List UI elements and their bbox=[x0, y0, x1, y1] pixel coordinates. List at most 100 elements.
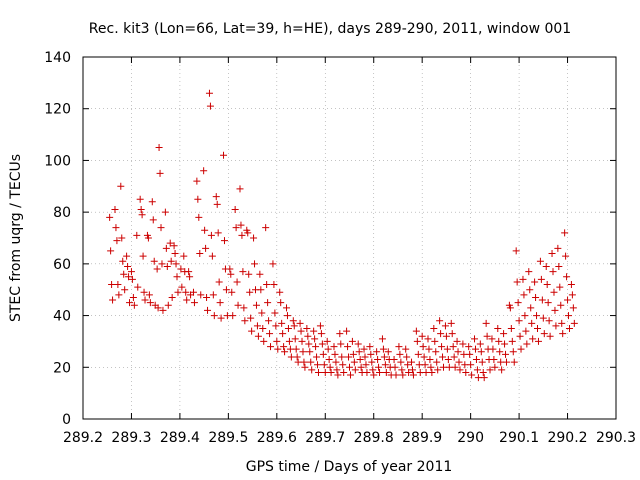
data-point bbox=[155, 144, 163, 151]
data-point bbox=[565, 325, 573, 332]
y-axis-label: STEC from uqrg / TECUs bbox=[8, 154, 24, 322]
data-point bbox=[546, 332, 554, 340]
data-point bbox=[279, 330, 287, 338]
data-point bbox=[113, 237, 121, 245]
data-point bbox=[194, 195, 202, 203]
data-point bbox=[539, 314, 547, 322]
data-point bbox=[498, 366, 506, 374]
data-point bbox=[558, 319, 566, 327]
data-point bbox=[236, 185, 244, 193]
data-point bbox=[549, 268, 557, 276]
data-point bbox=[490, 356, 498, 364]
data-point bbox=[291, 335, 299, 343]
data-point bbox=[374, 356, 382, 364]
data-point bbox=[263, 281, 271, 289]
data-point bbox=[494, 325, 502, 332]
data-point bbox=[171, 250, 179, 258]
data-point bbox=[222, 286, 230, 294]
data-point bbox=[397, 358, 405, 366]
data-point bbox=[214, 229, 222, 237]
x-tick-label: 290.2 bbox=[547, 430, 587, 446]
data-point bbox=[289, 317, 297, 325]
data-point bbox=[238, 231, 246, 239]
data-point bbox=[390, 356, 398, 364]
data-point bbox=[133, 231, 141, 239]
data-point bbox=[419, 343, 427, 351]
data-point bbox=[130, 301, 138, 309]
data-point bbox=[426, 356, 434, 364]
data-point bbox=[228, 288, 236, 296]
data-point bbox=[563, 273, 571, 281]
data-point bbox=[266, 330, 274, 338]
data-point bbox=[278, 319, 286, 327]
data-point bbox=[414, 350, 422, 358]
data-point bbox=[280, 343, 288, 351]
data-point bbox=[123, 252, 131, 260]
data-point bbox=[569, 304, 577, 312]
data-point bbox=[404, 361, 412, 369]
data-point bbox=[305, 340, 313, 348]
data-point bbox=[324, 345, 332, 353]
data-point bbox=[307, 358, 315, 366]
data-point bbox=[178, 283, 186, 291]
data-point bbox=[534, 337, 542, 345]
data-point bbox=[320, 361, 328, 369]
data-point bbox=[127, 268, 135, 276]
data-point bbox=[441, 322, 449, 330]
data-point bbox=[545, 317, 553, 325]
data-point bbox=[479, 368, 487, 376]
data-point bbox=[250, 234, 258, 242]
data-point bbox=[506, 304, 514, 312]
data-point bbox=[454, 348, 462, 356]
x-tick-label: 289.4 bbox=[160, 430, 200, 446]
data-point bbox=[442, 332, 450, 340]
data-point bbox=[293, 353, 301, 361]
data-point bbox=[516, 332, 524, 340]
data-point bbox=[202, 244, 210, 252]
data-point bbox=[314, 361, 322, 369]
data-point bbox=[379, 345, 387, 353]
data-point bbox=[552, 322, 560, 330]
data-point bbox=[145, 291, 153, 299]
data-point bbox=[150, 257, 158, 265]
data-point bbox=[292, 345, 300, 353]
data-point bbox=[409, 371, 417, 379]
data-point bbox=[357, 363, 365, 371]
data-point bbox=[557, 301, 565, 309]
data-point bbox=[570, 319, 578, 327]
data-point bbox=[164, 301, 172, 309]
data-point bbox=[316, 322, 324, 330]
data-point bbox=[529, 335, 537, 343]
data-point bbox=[510, 358, 518, 366]
data-point bbox=[197, 291, 205, 299]
data-point bbox=[251, 260, 259, 268]
data-point bbox=[310, 327, 318, 335]
data-point bbox=[296, 319, 304, 327]
data-point bbox=[381, 361, 389, 369]
data-point bbox=[471, 335, 479, 343]
data-point bbox=[567, 281, 575, 289]
data-point bbox=[555, 262, 563, 270]
data-point bbox=[283, 312, 291, 320]
data-point bbox=[471, 345, 479, 353]
data-point bbox=[548, 250, 556, 258]
data-point bbox=[345, 353, 353, 361]
data-point bbox=[276, 288, 284, 296]
data-point bbox=[274, 345, 282, 353]
data-point bbox=[392, 371, 400, 379]
data-point bbox=[349, 350, 357, 358]
data-point bbox=[366, 343, 374, 351]
data-point bbox=[480, 374, 488, 382]
y-tick-label: 60 bbox=[53, 257, 71, 273]
data-point bbox=[334, 371, 342, 379]
data-point bbox=[162, 244, 170, 252]
data-point bbox=[432, 348, 440, 356]
data-point bbox=[459, 340, 467, 348]
data-point bbox=[478, 358, 486, 366]
data-point bbox=[451, 363, 459, 371]
data-point bbox=[489, 345, 497, 353]
x-tick-label: 289.9 bbox=[402, 430, 442, 446]
data-point bbox=[513, 278, 521, 286]
data-point bbox=[413, 337, 421, 345]
data-point bbox=[299, 348, 307, 356]
